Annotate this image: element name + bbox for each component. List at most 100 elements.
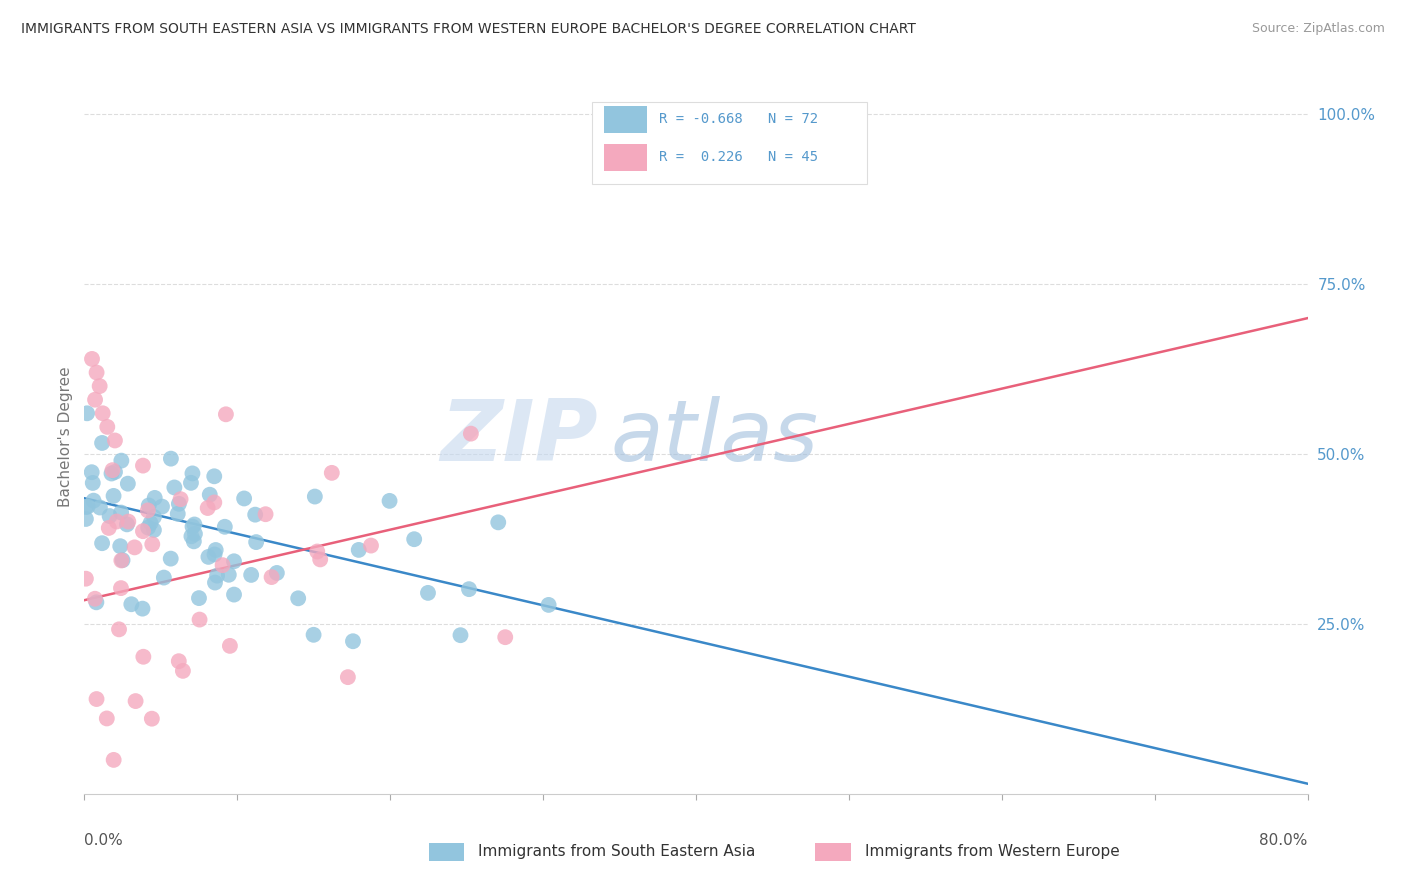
Point [110,581,132,595]
Point [110,553,132,567]
Point [75,500,97,514]
Point [347,542,370,557]
Point [218,567,240,582]
Point [82,475,104,490]
Point [91,536,114,550]
Text: Source: ZipAtlas.com: Source: ZipAtlas.com [1251,22,1385,36]
Point [336,670,359,684]
Point [120,597,142,611]
Point [486,516,509,530]
Point [80,351,103,366]
Point [266,566,288,580]
Point [172,664,194,678]
Point [75,512,97,526]
Text: R = -0.668   N = 72: R = -0.668 N = 72 [659,112,818,127]
Point [110,539,132,553]
Point [260,570,283,584]
Point [75,572,97,586]
Point [204,543,226,558]
Point [287,591,309,606]
Point [104,434,127,448]
Point [89,379,111,393]
Point [108,623,131,637]
Point [160,451,183,466]
Point [131,601,153,615]
Point [416,586,439,600]
Point [96,420,118,434]
Text: IMMIGRANTS FROM SOUTH EASTERN ASIA VS IMMIGRANTS FROM WESTERN EUROPE BACHELOR'S : IMMIGRANTS FROM SOUTH EASTERN ASIA VS IM… [21,22,915,37]
Point [142,510,165,524]
Point [240,568,263,582]
Point [132,524,155,538]
Point [98,509,121,524]
Point [110,506,132,520]
Point [494,630,516,644]
Point [188,613,211,627]
Point [105,515,128,529]
Point [537,598,560,612]
Point [198,488,221,502]
Point [76,406,98,420]
Point [76,500,98,514]
Point [84,392,107,407]
Point [197,501,219,516]
Text: 0.0%: 0.0% [84,833,124,848]
Point [136,520,159,534]
Point [91,436,114,450]
Text: ZIP: ZIP [440,395,598,479]
Point [458,582,481,596]
Point [211,558,233,573]
Point [141,537,163,551]
Point [222,554,245,568]
Point [321,466,343,480]
Point [104,465,127,479]
Point [132,649,155,664]
Point [124,694,146,708]
Point [86,595,108,609]
Point [233,491,256,506]
Point [132,458,155,473]
Point [117,515,139,529]
Point [197,549,219,564]
Point [97,521,120,535]
Point [183,534,205,549]
Point [205,568,228,582]
Point [96,711,118,725]
Point [181,519,204,533]
Point [167,497,190,511]
Point [138,499,160,513]
Point [83,493,105,508]
Point [304,490,326,504]
Point [153,571,176,585]
Point [136,503,159,517]
Bar [605,106,647,133]
Point [124,541,146,555]
Point [150,500,173,514]
Point [117,476,139,491]
Y-axis label: Bachelor's Degree: Bachelor's Degree [58,367,73,508]
Point [180,529,202,543]
Point [307,544,329,558]
Point [214,520,236,534]
Point [86,692,108,706]
Point [404,532,426,546]
Point [101,463,124,477]
Text: Immigrants from Western Europe: Immigrants from Western Europe [865,845,1119,859]
Text: atlas: atlas [610,395,818,479]
Point [110,453,132,467]
Point [141,712,163,726]
Text: Immigrants from South Eastern Asia: Immigrants from South Eastern Asia [478,845,755,859]
Point [342,634,364,648]
Point [100,467,122,481]
Point [202,495,225,509]
Point [183,517,205,532]
Point [204,575,226,590]
Point [84,591,107,606]
Point [166,507,188,521]
Point [163,480,186,494]
Point [167,654,190,668]
Point [302,628,325,642]
Point [103,489,125,503]
Point [184,526,207,541]
Point [188,591,211,606]
